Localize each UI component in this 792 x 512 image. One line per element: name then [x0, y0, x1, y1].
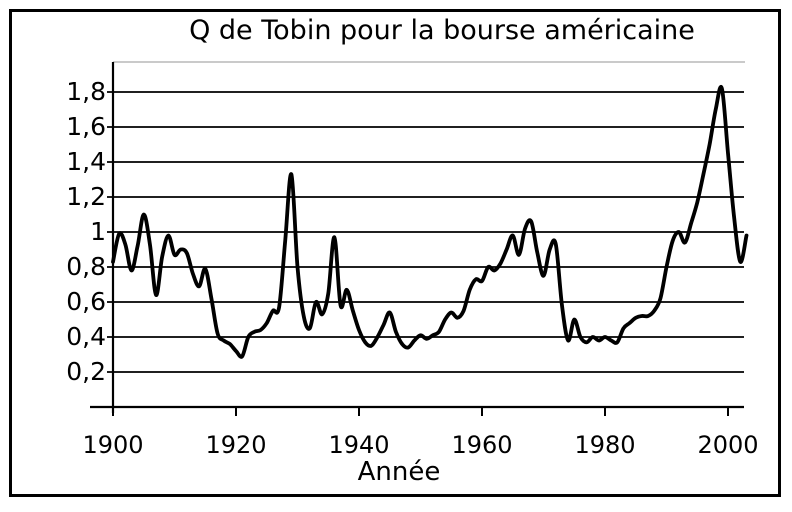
chart-title: Q de Tobin pour la bourse américaine: [189, 15, 695, 46]
y-tick-label: 1,4: [66, 147, 106, 176]
x-tick-label: 1900: [82, 431, 143, 459]
y-tick-label: 0,8: [66, 252, 106, 281]
y-tick-label: 1: [90, 217, 106, 246]
y-tick-label: 0,2: [66, 357, 106, 386]
x-tick-label: 1960: [451, 431, 512, 459]
y-tick-label: 1,8: [66, 77, 106, 106]
x-tick-label: 1920: [205, 431, 266, 459]
x-axis-title: Année: [357, 457, 441, 487]
x-tick-label: 1980: [574, 431, 635, 459]
y-tick-label: 1,2: [66, 182, 106, 211]
y-tick-label: 0,4: [66, 322, 106, 351]
y-tick-label: 0,6: [66, 287, 106, 316]
q-tobin-curve: [111, 85, 749, 359]
x-tick-label: 1940: [328, 431, 389, 459]
y-tick-label: 1,6: [66, 112, 106, 141]
x-tick-label: 2000: [697, 431, 758, 459]
